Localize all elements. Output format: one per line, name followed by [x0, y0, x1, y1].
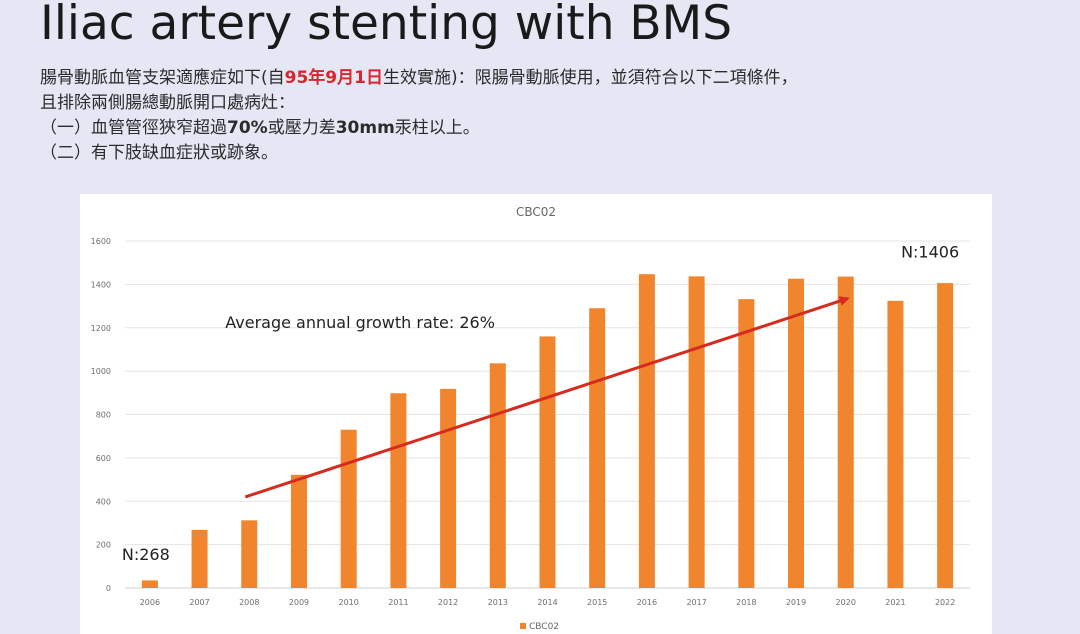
legend-label: CBC02 [529, 622, 559, 632]
x-tick-label: 2020 [836, 598, 856, 607]
x-tick-label: 2008 [239, 598, 259, 607]
x-tick-label: 2022 [935, 598, 955, 607]
y-tick-label: 1200 [91, 324, 111, 333]
indication-line-1-a: 腸骨動脈血管支架適應症如下(自 [40, 68, 285, 88]
indication-line-3-a: （一）血管管徑狹窄超過 [40, 118, 227, 138]
indication-line-1-b: 生效實施)：限腸骨動脈使用，並須符合以下二項條件， [382, 68, 798, 88]
annotations: N:268 N:1406 Average annual growth rate: 2… [122, 242, 959, 564]
indication-line-3: （一）血管管徑狹窄超過70%或壓力差30mm汞柱以上。 [40, 116, 798, 141]
y-tick-label: 0 [106, 584, 111, 593]
start-count-label: N:268 [122, 545, 170, 564]
bar [390, 393, 407, 588]
bar [141, 580, 158, 588]
x-tick-label: 2021 [885, 598, 905, 607]
bar [788, 278, 805, 588]
x-tick-label: 2011 [388, 598, 408, 607]
indication-text: 腸骨動脈血管支架適應症如下(自95年9月1日生效實施)：限腸骨動脈使用，並須符合… [40, 66, 798, 166]
x-tick-label: 2014 [537, 598, 557, 607]
indication-line-3-c: 汞柱以上。 [394, 118, 480, 138]
indication-line-2: 且排除兩側腸總動脈開口處病灶： [40, 93, 295, 113]
bar [440, 388, 457, 588]
growth-rate-label: Average annual growth rate: 26% [225, 313, 495, 332]
x-tick-label: 2012 [438, 598, 458, 607]
bar [539, 336, 556, 588]
x-tick-label: 2010 [338, 598, 358, 607]
x-tick-label: 2016 [637, 598, 657, 607]
bar [887, 300, 904, 588]
y-tick-label: 200 [96, 541, 111, 550]
end-count-label: N:1406 [901, 242, 959, 261]
x-axis: 2006 2007 2008 2009 2010 2011 2012 2013 2014 2015… [140, 598, 956, 607]
x-tick-label: 2015 [587, 598, 607, 607]
y-tick-label: 1600 [91, 237, 111, 246]
indication-line-1: 腸骨動脈血管支架適應症如下(自95年9月1日生效實施)：限腸骨動脈使用，並須符合… [40, 66, 798, 91]
pressure-mm: 30mm [335, 118, 395, 138]
bar [290, 474, 307, 588]
y-tick-label: 1400 [91, 280, 111, 289]
bar [241, 520, 258, 588]
trend-arrow [244, 296, 850, 499]
y-tick-label: 1000 [91, 367, 111, 376]
indication-line-4: （二）有下肢缺血症狀或跡象。 [40, 143, 278, 163]
y-axis: 0 200 400 600 800 1000 1200 1400 1600 [91, 237, 111, 593]
x-tick-label: 2013 [488, 598, 508, 607]
bar [340, 429, 357, 588]
bar [738, 299, 755, 588]
chart-title: CBC02 [516, 205, 556, 219]
bar [837, 276, 854, 588]
slide-title: Iliac artery stenting with BMS [40, 0, 733, 51]
indication-line-3-b: 或壓力差 [267, 118, 336, 138]
x-tick-label: 2018 [736, 598, 756, 607]
x-tick-label: 2007 [189, 598, 209, 607]
bar [638, 274, 655, 588]
bars [141, 274, 954, 588]
y-tick-label: 600 [96, 454, 111, 463]
legend-swatch [520, 623, 526, 629]
stenosis-percent: 70% [227, 118, 268, 138]
bar [489, 363, 506, 588]
bar [191, 529, 208, 588]
x-tick-label: 2017 [686, 598, 706, 607]
x-tick-label: 2009 [289, 598, 309, 607]
x-tick-label: 2006 [140, 598, 160, 607]
legend: CBC02 [520, 622, 559, 632]
chart-panel: CBC02 0 200 400 600 800 1000 1200 1400 1600 2006… [80, 194, 992, 634]
effective-date: 95年9月1日 [284, 68, 383, 88]
y-tick-label: 400 [96, 497, 111, 506]
y-tick-label: 800 [96, 411, 111, 420]
x-tick-label: 2019 [786, 598, 806, 607]
bar [937, 283, 954, 588]
bar-chart: CBC02 0 200 400 600 800 1000 1200 1400 1600 2006… [91, 205, 970, 632]
bar [589, 308, 606, 588]
bar [688, 276, 705, 588]
